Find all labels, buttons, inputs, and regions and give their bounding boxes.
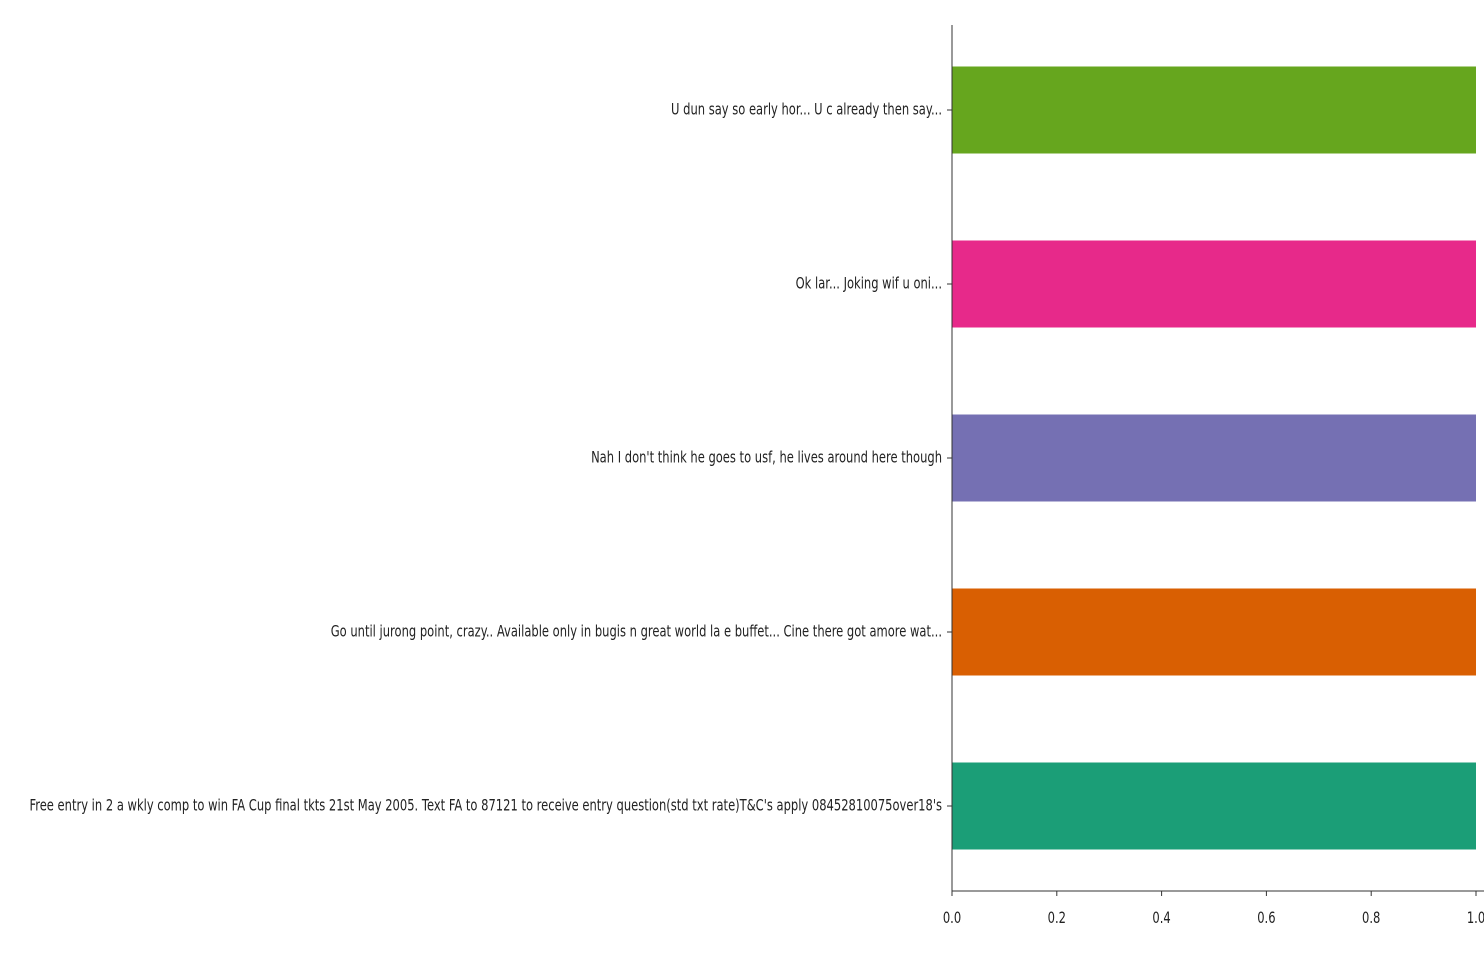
y-axis: U dun say so early hor... U c already th… bbox=[29, 25, 953, 891]
bar-4 bbox=[952, 588, 1476, 676]
bar-5 bbox=[952, 762, 1476, 850]
x-tick-label: 0.0 bbox=[943, 909, 961, 927]
x-tick-label: 0.2 bbox=[1048, 909, 1066, 927]
x-tick-label: 0.8 bbox=[1362, 909, 1380, 927]
bar-2 bbox=[952, 240, 1476, 328]
bars-group bbox=[952, 66, 1476, 850]
x-tick-label: 0.4 bbox=[1152, 909, 1170, 927]
y-tick-label: U dun say so early hor... U c already th… bbox=[671, 101, 942, 119]
x-tick-label: 1.0 bbox=[1467, 909, 1484, 927]
bar-1 bbox=[952, 66, 1476, 154]
y-tick-label: Nah I don't think he goes to usf, he liv… bbox=[591, 449, 942, 467]
bar-3 bbox=[952, 414, 1476, 502]
y-tick-label: Free entry in 2 a wkly comp to win FA Cu… bbox=[29, 797, 942, 815]
x-tick-label: 0.6 bbox=[1257, 909, 1275, 927]
y-tick-label: Go until jurong point, crazy.. Available… bbox=[331, 623, 942, 641]
x-axis: 0.0 0.2 0.4 0.6 0.8 1.0 bbox=[943, 890, 1484, 928]
y-tick-label: Ok lar... Joking wif u oni... bbox=[796, 275, 942, 293]
